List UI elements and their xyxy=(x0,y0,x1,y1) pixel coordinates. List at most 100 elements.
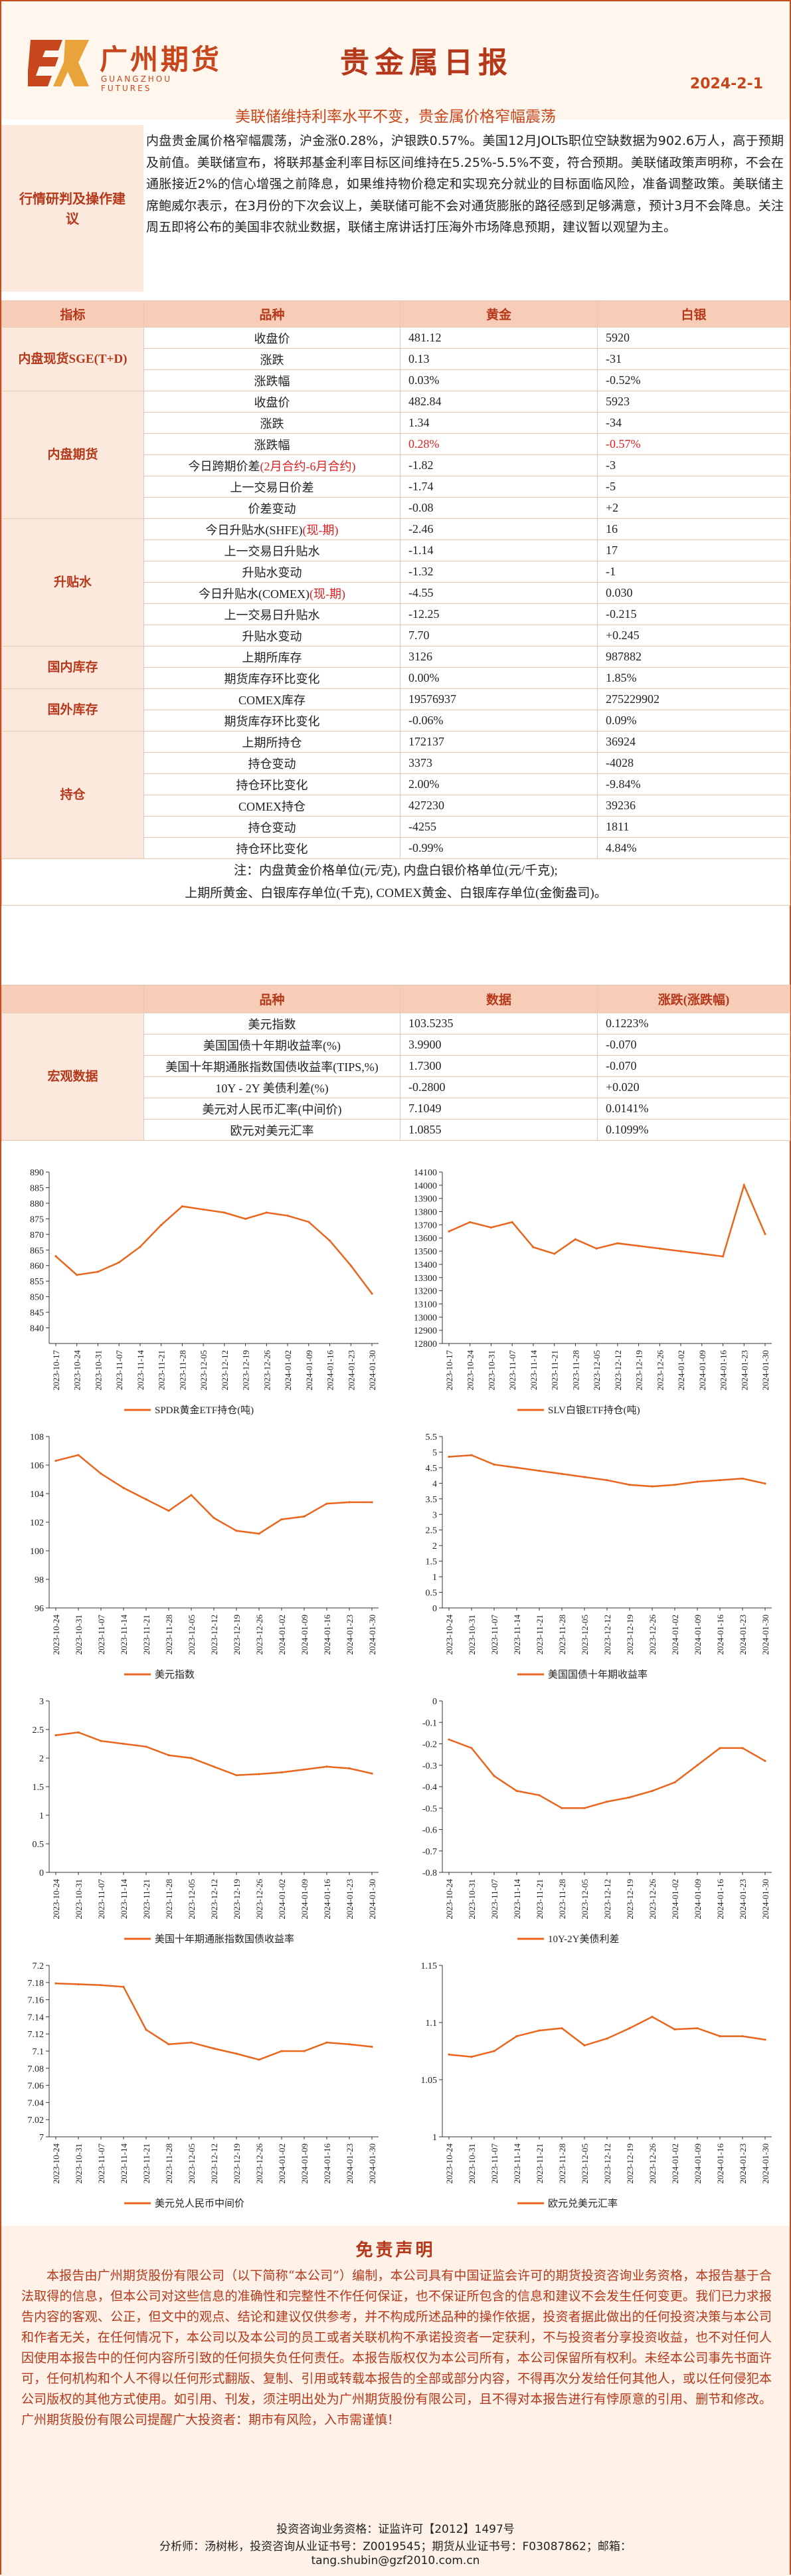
x-tick-label: 2023-12-05 xyxy=(187,1879,197,1920)
disclaimer-section: 免责声明 本报告由广州期货股份有限公司（以下简称“本公司”）编制，本公司具有中国… xyxy=(1,2226,790,2576)
row-label-text: 今日升贴水(SHFE) xyxy=(205,523,303,537)
data-point xyxy=(538,2029,541,2032)
x-tick-label: 2023-10-24 xyxy=(51,1879,61,1920)
table-row: 升贴水变动 -1.32 -1 xyxy=(2,561,790,583)
logo-chinese-name: 广州期货 xyxy=(100,43,222,76)
row-label-text: COMEX库存 xyxy=(238,693,306,707)
x-tick-label: 2023-12-26 xyxy=(262,1350,272,1391)
x-tick-label: 2023-12-12 xyxy=(602,2143,612,2184)
x-tick-label: 2023-11-14 xyxy=(119,2143,129,2184)
data-point xyxy=(532,1246,535,1248)
data-point xyxy=(371,1292,373,1295)
macro-value: 103.5235 xyxy=(400,1013,598,1035)
table-row: 上一交易日升贴水 -1.14 17 xyxy=(2,540,790,561)
data-point xyxy=(696,1480,699,1483)
x-tick-label: 2024-01-16 xyxy=(325,1350,335,1391)
macro-change: 0.0141% xyxy=(597,1098,790,1120)
y-tick-label: 845 xyxy=(30,1308,44,1318)
series-line xyxy=(55,1454,372,1535)
y-tick-label: 865 xyxy=(30,1246,44,1256)
y-tick-label: 106 xyxy=(30,1461,44,1471)
data-point xyxy=(100,1739,102,1742)
row-label-note: (现-期) xyxy=(302,523,339,537)
macro-change: 0.1099% xyxy=(597,1119,790,1141)
gold-value: -1.14 xyxy=(400,540,598,561)
x-tick-label: 2023-10-24 xyxy=(51,2143,61,2184)
x-tick-label: 2024-01-23 xyxy=(738,2143,748,2184)
silver-value: 5923 xyxy=(597,391,790,413)
data-point xyxy=(167,1510,170,1512)
data-point xyxy=(515,1789,518,1793)
macro-group-label: 宏观数据 xyxy=(1,1013,144,1141)
x-tick-label: 2023-10-24 xyxy=(466,1350,476,1391)
macro-change: -0.070 xyxy=(597,1034,790,1056)
data-point xyxy=(651,1789,654,1793)
chart-panel: 0 0.5 1 1.5 2 2.5 3 3.5 4 4.5 5 5.5 2023-10-24 2023-1… xyxy=(401,1429,780,1685)
y-tick-label: 2 xyxy=(432,1541,437,1551)
table-row: 内盘期货 收盘价 482.84 5923 xyxy=(1,391,790,519)
x-tick-label: 2023-11-21 xyxy=(535,2143,545,2183)
x-tick-label: 2024-01-09 xyxy=(300,2143,309,2184)
row-label: 今日升贴水(COMEX)(现-期) xyxy=(143,582,400,604)
x-tick-label: 2024-01-09 xyxy=(693,2143,703,2184)
table-row: 今日跨期价差(2月合约-6月合约) -1.82 -3 xyxy=(2,454,790,476)
data-point xyxy=(658,1247,661,1250)
x-tick-label: 2023-11-28 xyxy=(571,1350,580,1390)
x-tick-label: 2023-11-14 xyxy=(512,2143,522,2184)
data-point xyxy=(448,1230,450,1233)
gold-value: 3126 xyxy=(400,646,598,668)
x-tick-label: 2024-01-23 xyxy=(346,1350,356,1391)
row-label-text: 涨跌幅 xyxy=(254,438,290,452)
y-tick-label: 7.12 xyxy=(28,2030,44,2040)
data-point xyxy=(721,1255,725,1258)
row-label-text: 上一交易日升贴水 xyxy=(224,544,320,558)
y-tick-label: 1.5 xyxy=(33,1783,44,1793)
data-point xyxy=(258,2058,260,2061)
y-tick-label: 100 xyxy=(30,1547,44,1557)
silver-value: -0.57% xyxy=(597,433,790,455)
data-point xyxy=(538,1794,541,1797)
legend-label: 10Y-2Y美债利差 xyxy=(548,1933,620,1945)
x-tick-label: 2024-01-30 xyxy=(760,1615,770,1655)
data-point xyxy=(213,2047,215,2050)
line-chart: 0 0.5 1 1.5 2 2.5 3 2023-10-24 2023-10-31 2023-11… xyxy=(33,1697,379,1945)
table-row: 升贴水变动 7.70 +0.245 xyxy=(2,625,790,646)
gold-value: 7.70 xyxy=(400,625,598,646)
data-point xyxy=(167,1754,170,1757)
x-tick-label: 2024-01-02 xyxy=(277,1615,287,1655)
x-tick-label: 2023-12-19 xyxy=(625,1615,635,1655)
x-tick-label: 2023-12-19 xyxy=(232,1879,242,1920)
y-tick-label: 875 xyxy=(30,1215,44,1225)
x-tick-label: 2023-12-26 xyxy=(655,1350,665,1391)
x-tick-label: 2023-11-14 xyxy=(119,1615,129,1655)
legend-label: 美元兑人民币中间价 xyxy=(155,2198,244,2209)
x-tick-label: 2023-12-12 xyxy=(209,1615,219,1655)
silver-value: 4.84% xyxy=(597,837,790,859)
x-tick-label: 2024-01-30 xyxy=(367,1879,377,1920)
data-point xyxy=(493,1463,495,1466)
data-point xyxy=(489,1226,493,1229)
gold-value: 3373 xyxy=(400,752,598,774)
x-tick-label: 2023-10-24 xyxy=(444,2143,454,2184)
macro-header-cell xyxy=(1,985,144,1013)
macro-header-cell: 数据 xyxy=(400,985,598,1013)
data-point xyxy=(628,1484,631,1486)
legend-label: 美元指数 xyxy=(155,1669,195,1680)
y-tick-label: -0.4 xyxy=(422,1783,437,1793)
y-tick-label: 7 xyxy=(39,2133,44,2143)
data-point xyxy=(651,1485,654,1488)
table-row: COMEX持仓 427230 39236 xyxy=(2,795,790,817)
y-tick-label: 860 xyxy=(30,1262,44,1272)
market-view-label: 行情研判及操作建议 xyxy=(1,125,143,292)
gold-value: 0.00% xyxy=(400,667,598,689)
x-tick-label: 2023-11-14 xyxy=(512,1615,522,1655)
chart-panel: 12800 12900 13000 13100 13200 13300 13400 13500… xyxy=(401,1164,780,1421)
table-row: 国外库存 COMEX库存 19576937 275229902 xyxy=(1,688,790,732)
company-logo: 广州期货 GUANGZHOU FUTURES xyxy=(28,33,227,93)
gold-value: 0.28% xyxy=(400,433,598,455)
x-tick-label: 2023-10-31 xyxy=(74,1879,84,1920)
report-subtitle: 美联储维持利率水平不变，贵金属价格窄幅震荡 xyxy=(235,108,556,126)
x-tick-label: 2024-01-30 xyxy=(760,2143,770,2184)
gold-value: -1.82 xyxy=(400,454,598,476)
